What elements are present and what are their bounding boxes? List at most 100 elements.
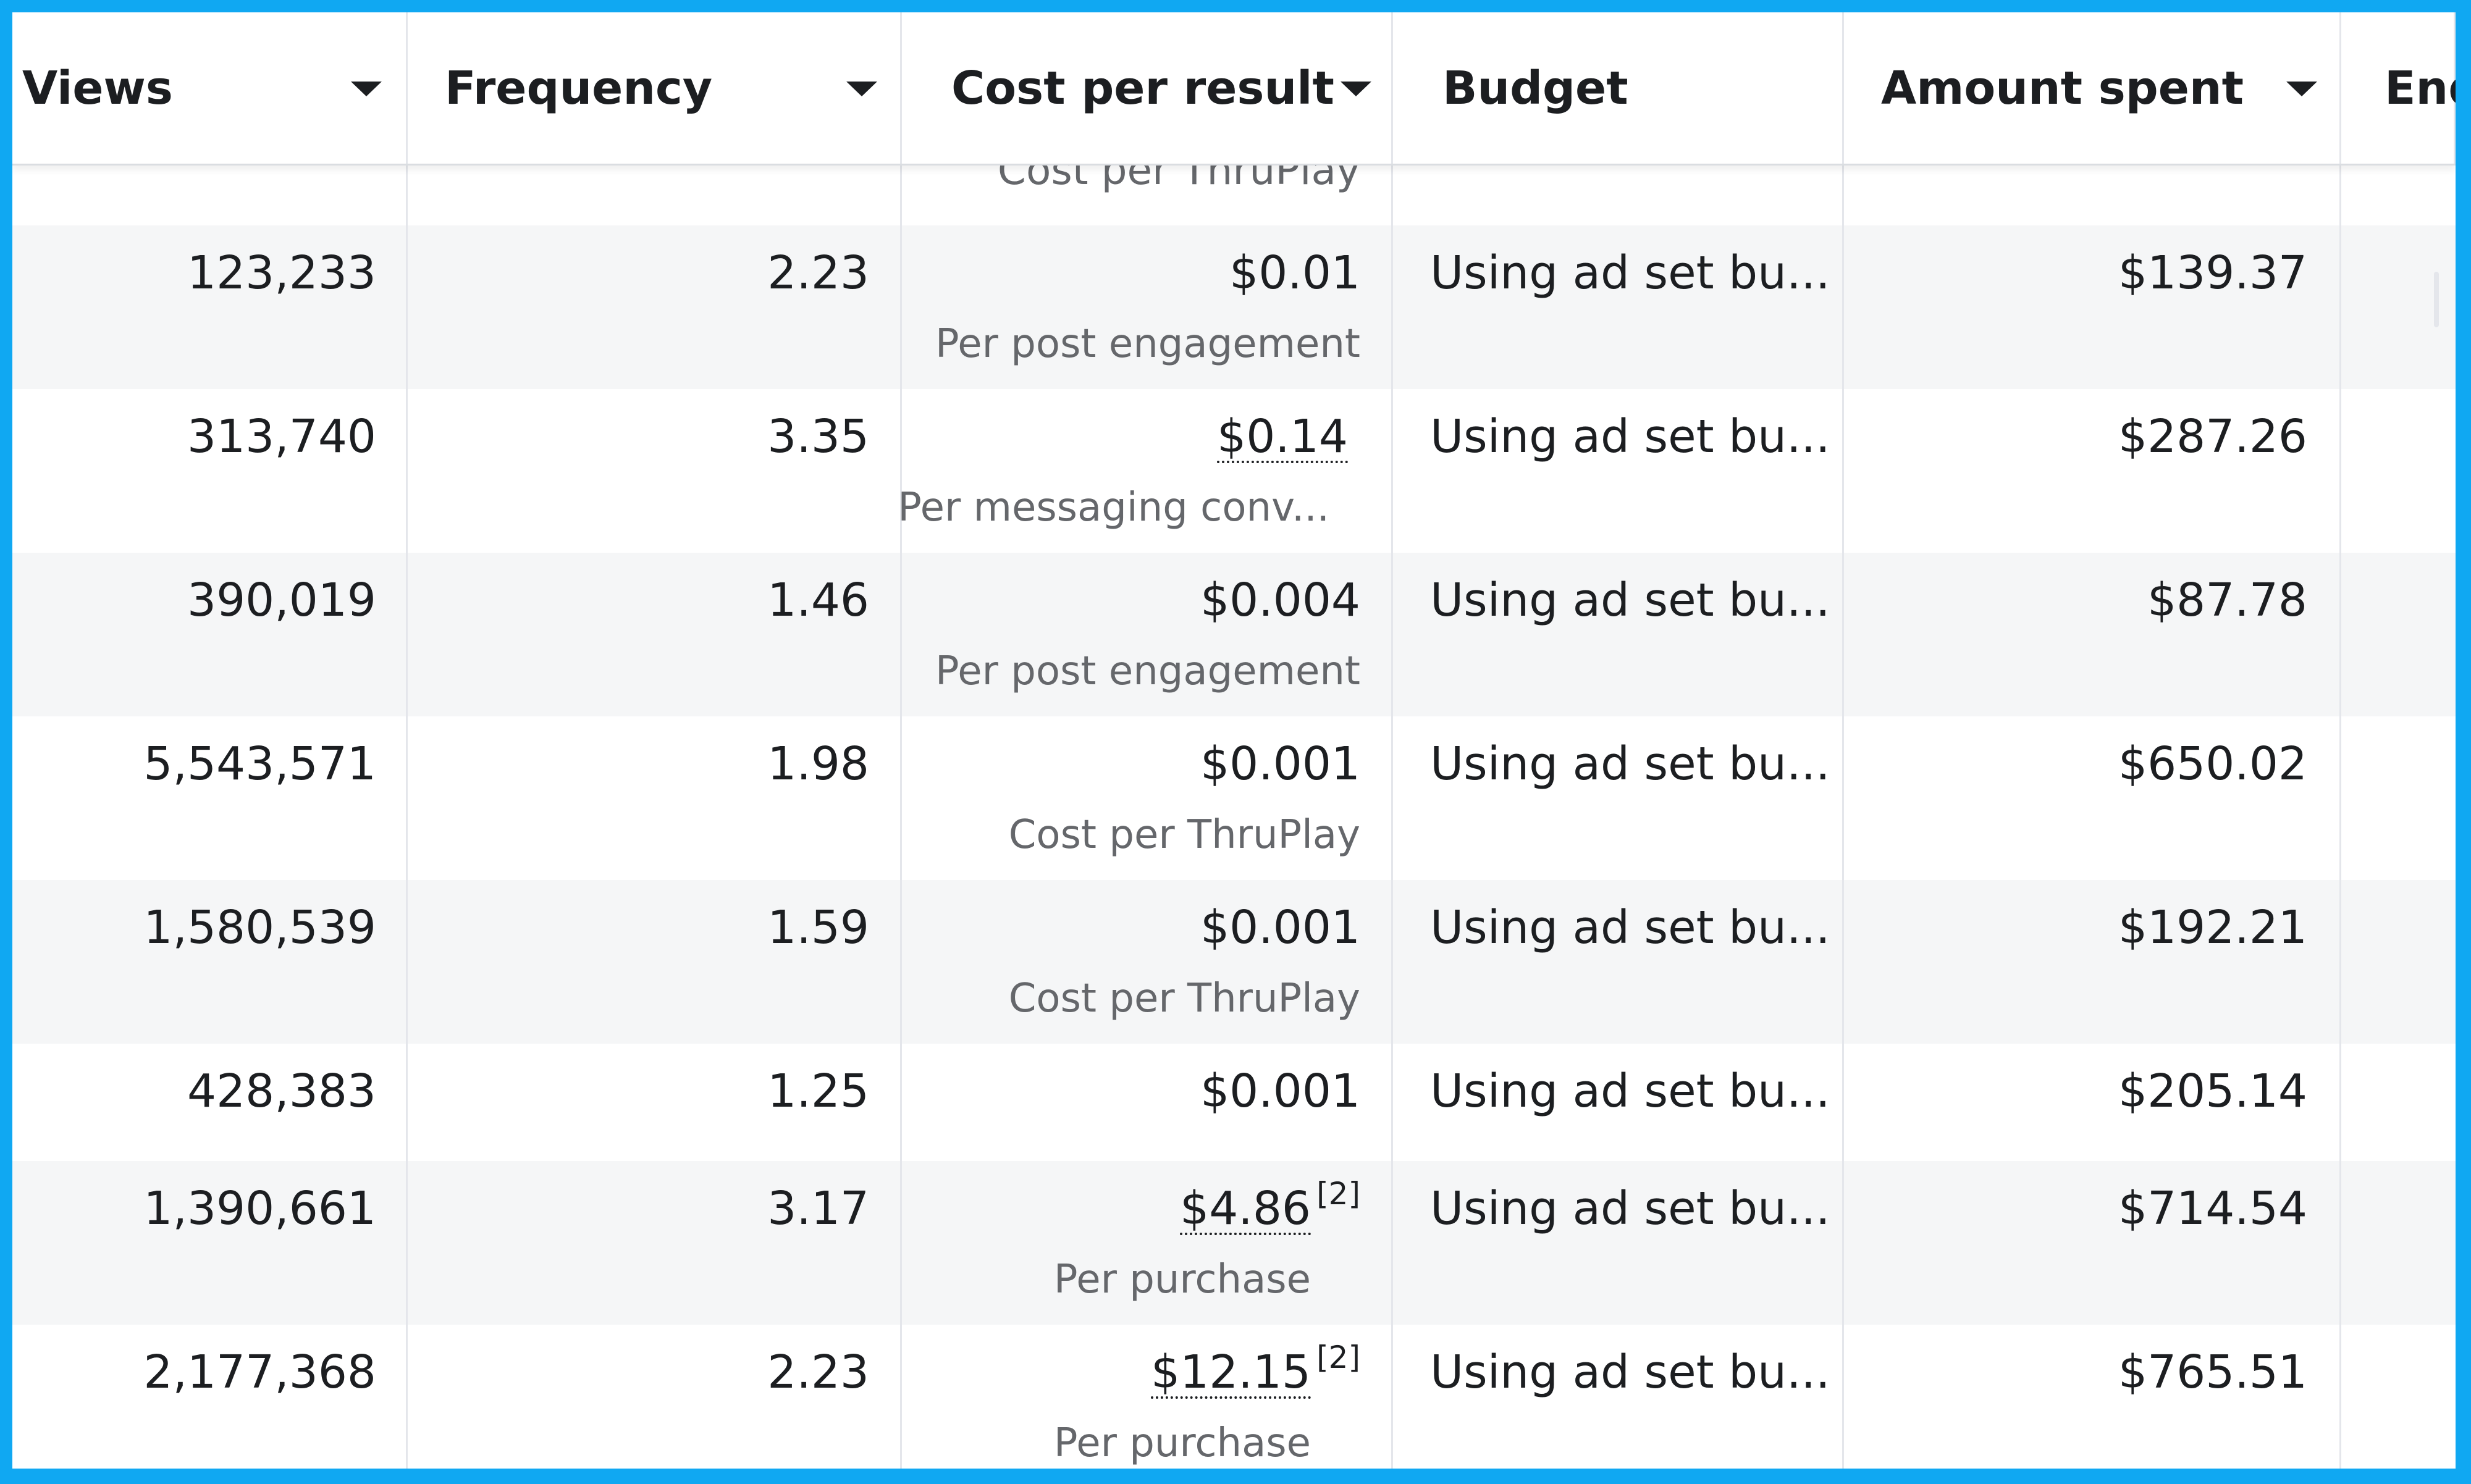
cost-subtext: Per post engagement xyxy=(935,321,1360,367)
table-row[interactable]: 1,580,539 1.59 $0.001 Cost per ThruPlay … xyxy=(12,880,2456,1044)
views-cell: 5,543,571 xyxy=(12,716,408,880)
frequency-value: 3.35 xyxy=(767,410,869,463)
table-row[interactable]: 2,177,368 2.23 $12.15 [2] Per purchase U… xyxy=(12,1325,2456,1469)
frequency-cell: 1.59 xyxy=(408,880,902,1044)
column-header-views[interactable]: Views xyxy=(12,12,408,164)
views-value: 2,177,368 xyxy=(143,1346,376,1399)
cost-cell: $4.86 [2] Per purchase xyxy=(902,1161,1393,1325)
cost-value-link[interactable]: $0.14 xyxy=(1217,410,1348,463)
table-cell: Cost per ThruPlay xyxy=(902,150,1393,225)
table-row[interactable]: 1,390,661 3.17 $4.86 [2] Per purchase Us… xyxy=(12,1161,2456,1325)
cost-cell: $0.01 Per post engagement xyxy=(902,225,1393,389)
amount-cell: $287.26 xyxy=(1844,389,2341,553)
frequency-cell: 3.35 xyxy=(408,389,902,553)
table-row-partial: Cost per ThruPlay xyxy=(12,150,2456,225)
budget-cell: Using ad set bu... xyxy=(1393,1325,1844,1469)
views-cell: 1,390,661 xyxy=(12,1161,408,1325)
budget-value: Using ad set bu... xyxy=(1430,574,1830,627)
amount-value: $287.26 xyxy=(2118,410,2307,463)
budget-value: Using ad set bu... xyxy=(1430,737,1830,790)
table-header: Views Frequency Cost per result Budget A… xyxy=(12,12,2456,166)
cost-value-link[interactable]: $12.15 xyxy=(1151,1346,1311,1399)
cost-subtext: Per messaging conv... xyxy=(898,485,1329,530)
column-header-label: Views xyxy=(22,61,173,115)
cost-subtext: Per purchase xyxy=(1053,1420,1311,1466)
frequency-cell: 1.46 xyxy=(408,553,902,716)
budget-value: Using ad set bu... xyxy=(1430,1182,1830,1235)
frequency-value: 1.25 xyxy=(767,1065,869,1118)
table-row[interactable]: 428,383 1.25 $0.001 Using ad set bu... $… xyxy=(12,1044,2456,1161)
table-cell xyxy=(12,164,408,225)
table-row[interactable]: 123,233 2.23 $0.01 Per post engagement U… xyxy=(12,225,2456,389)
views-value: 313,740 xyxy=(187,410,376,463)
budget-value: Using ad set bu... xyxy=(1430,410,1830,463)
amount-value: $765.51 xyxy=(2118,1346,2307,1399)
column-header-cost-per-result[interactable]: Cost per result xyxy=(902,12,1393,164)
budget-value: Using ad set bu... xyxy=(1430,1065,1830,1118)
cost-cell: $0.14 Per messaging conv... xyxy=(898,389,1393,553)
column-header-frequency[interactable]: Frequency xyxy=(408,12,902,164)
table-body: 123,233 2.23 $0.01 Per post engagement U… xyxy=(12,225,2456,1469)
column-header-budget[interactable]: Budget xyxy=(1393,12,1844,164)
budget-value: Using ad set bu... xyxy=(1430,246,1830,300)
amount-cell: $87.78 xyxy=(1844,553,2341,716)
amount-cell: $650.02 xyxy=(1844,716,2341,880)
amount-value: $714.54 xyxy=(2118,1182,2307,1235)
cost-cell: $0.001 Cost per ThruPlay xyxy=(902,880,1393,1044)
cost-value: $0.001 xyxy=(1200,1065,1360,1118)
amount-cell: $205.14 xyxy=(1844,1044,2341,1161)
cost-cell: $0.001 xyxy=(902,1044,1393,1161)
frequency-value: 3.17 xyxy=(767,1182,869,1235)
views-value: 428,383 xyxy=(187,1065,376,1118)
footnote-marker[interactable]: [2] xyxy=(1316,1176,1360,1212)
column-header-label: Frequency xyxy=(445,61,713,115)
amount-cell: $139.37 xyxy=(1844,225,2341,389)
budget-cell: Using ad set bu... xyxy=(1393,1161,1844,1325)
caret-down-icon[interactable] xyxy=(846,82,877,96)
cost-value: $0.004 xyxy=(1200,574,1360,627)
cost-subtext: Per post engagement xyxy=(935,648,1360,694)
frequency-cell: 3.17 xyxy=(408,1161,902,1325)
cost-subtext: Cost per ThruPlay xyxy=(1008,976,1360,1021)
amount-cell: $765.51 xyxy=(1844,1325,2341,1469)
cost-subtext: Cost per ThruPlay xyxy=(1008,812,1360,858)
budget-cell: Using ad set bu... xyxy=(1393,553,1844,716)
caret-down-icon[interactable] xyxy=(351,82,382,96)
caret-down-icon[interactable] xyxy=(1341,82,1371,96)
views-cell: 1,580,539 xyxy=(12,880,408,1044)
budget-value: Using ad set bu... xyxy=(1430,1346,1830,1399)
budget-cell: Using ad set bu... xyxy=(1393,716,1844,880)
table-row[interactable]: 390,019 1.46 $0.004 Per post engagement … xyxy=(12,553,2456,716)
amount-value: $87.78 xyxy=(2147,574,2307,627)
caret-down-icon[interactable] xyxy=(2286,82,2317,96)
frequency-cell: 2.23 xyxy=(408,1325,902,1469)
scrollbar-thumb[interactable] xyxy=(2434,272,2439,327)
frequency-value: 2.23 xyxy=(767,1346,869,1399)
column-header-end[interactable]: End xyxy=(2341,12,2456,164)
frequency-value: 2.23 xyxy=(767,246,869,300)
column-header-label: Cost per result xyxy=(951,61,1334,115)
cost-cell: $0.004 Per post engagement xyxy=(902,553,1393,716)
budget-value: Using ad set bu... xyxy=(1430,901,1830,954)
views-value: 1,390,661 xyxy=(143,1182,376,1235)
table-row[interactable]: 5,543,571 1.98 $0.001 Cost per ThruPlay … xyxy=(12,716,2456,880)
column-header-amount-spent[interactable]: Amount spent xyxy=(1844,12,2341,164)
cost-value: $0.001 xyxy=(1200,901,1360,954)
table-row[interactable]: 313,740 3.35 $0.14 Per messaging conv...… xyxy=(12,389,2456,553)
footnote-marker[interactable]: [2] xyxy=(1316,1339,1360,1375)
views-cell: 428,383 xyxy=(12,1044,408,1161)
views-cell: 2,177,368 xyxy=(12,1325,408,1469)
table-cell xyxy=(1393,164,1844,225)
table-cell xyxy=(1844,164,2341,225)
cost-value-link[interactable]: $4.86 xyxy=(1180,1182,1311,1235)
views-value: 390,019 xyxy=(187,574,376,627)
cost-value: $0.01 xyxy=(1229,246,1360,300)
views-value: 1,580,539 xyxy=(143,901,376,954)
budget-cell: Using ad set bu... xyxy=(1393,389,1844,553)
amount-cell: $192.21 xyxy=(1844,880,2341,1044)
amount-value: $650.02 xyxy=(2118,737,2307,790)
amount-cell: $714.54 xyxy=(1844,1161,2341,1325)
cost-value: $0.001 xyxy=(1200,737,1360,790)
frequency-value: 1.46 xyxy=(767,574,869,627)
budget-cell: Using ad set bu... xyxy=(1393,880,1844,1044)
